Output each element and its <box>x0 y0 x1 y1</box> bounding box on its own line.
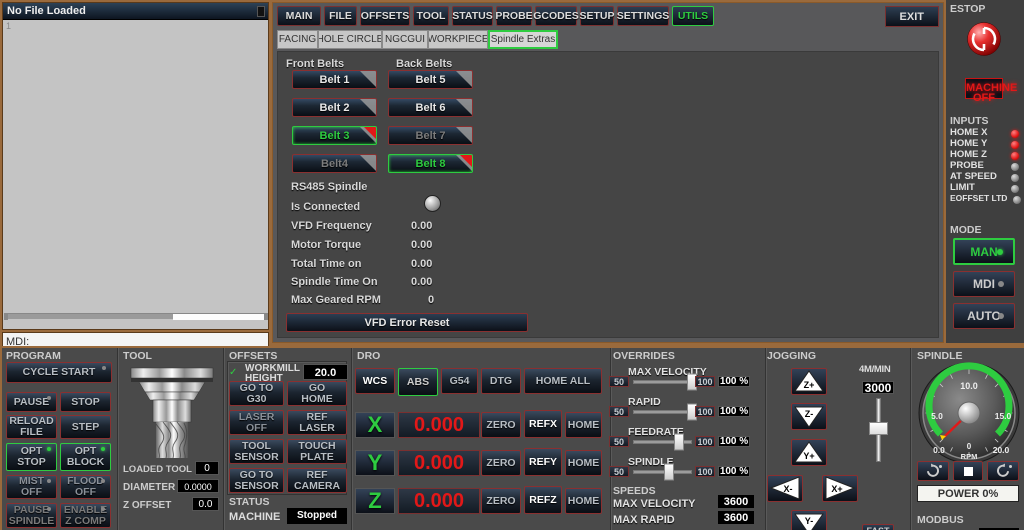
svg-text:Y-: Y- <box>805 516 814 526</box>
svg-text:Y+: Y+ <box>803 451 814 461</box>
svg-text:X+: X+ <box>831 484 842 494</box>
svg-text:15.0: 15.0 <box>995 411 1012 421</box>
svg-text:Z-: Z- <box>805 409 814 419</box>
svg-text:5.0: 5.0 <box>931 411 943 421</box>
svg-text:10.0: 10.0 <box>960 381 978 391</box>
svg-text:RPM: RPM <box>961 452 978 461</box>
svg-text:Z+: Z+ <box>804 380 815 390</box>
svg-text:0: 0 <box>967 442 972 451</box>
svg-text:0.0: 0.0 <box>933 445 945 455</box>
svg-text:X-: X- <box>784 484 793 494</box>
svg-text:20.0: 20.0 <box>993 445 1010 455</box>
